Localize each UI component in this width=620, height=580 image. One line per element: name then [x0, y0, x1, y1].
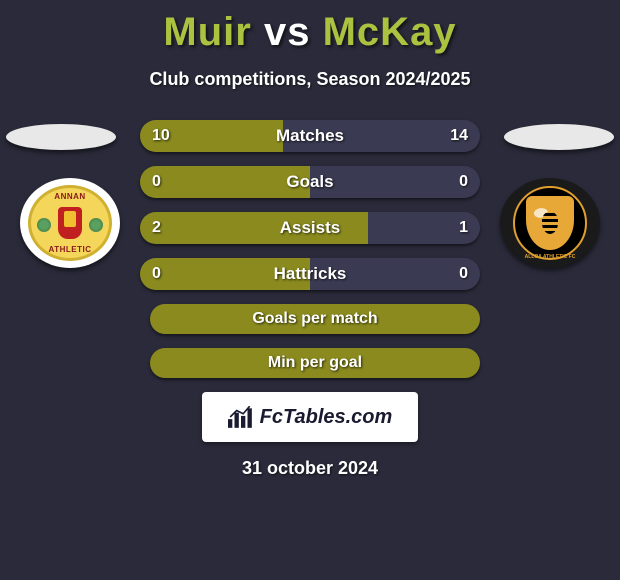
stat-row-matches: 10 Matches 14: [140, 120, 480, 152]
crest-text-bottom: ATHLETIC: [49, 245, 92, 254]
stat-value-left: 2: [152, 219, 161, 237]
date-text: 31 october 2024: [140, 458, 480, 479]
crest-text: ALLOA ATHLETIC FC: [515, 254, 585, 260]
oval-right: [504, 124, 614, 150]
stat-label: Assists: [280, 218, 340, 238]
attribution-text: FcTables.com: [260, 406, 393, 429]
stat-value-right: 0: [459, 265, 468, 283]
shield-icon: [58, 207, 82, 239]
vs-text: vs: [264, 10, 311, 54]
stat-fill-left: [140, 166, 310, 198]
stat-row-goals: 0 Goals 0: [140, 166, 480, 198]
club-crest-annan: ANNAN ATHLETIC: [20, 178, 120, 268]
stat-label: Matches: [276, 126, 344, 146]
stat-bar-goals-per-match: Goals per match: [150, 304, 480, 334]
stat-value-left: 0: [152, 265, 161, 283]
stat-value-right: 14: [450, 127, 468, 145]
thistle-icon: [89, 218, 103, 232]
stat-value-right: 0: [459, 173, 468, 191]
stat-value-left: 0: [152, 173, 161, 191]
stat-label: Min per goal: [268, 354, 362, 372]
stat-value-right: 1: [459, 219, 468, 237]
attribution-badge: FcTables.com: [202, 392, 418, 442]
stat-label: Hattricks: [274, 264, 347, 284]
stat-row-hattricks: 0 Hattricks 0: [140, 258, 480, 290]
stat-label: Goals per match: [252, 310, 377, 328]
player1-name: Muir: [163, 10, 251, 54]
crest-text-top: ANNAN: [54, 192, 85, 201]
shield-icon: [526, 196, 574, 250]
stat-value-left: 10: [152, 127, 170, 145]
oval-left: [6, 124, 116, 150]
stat-bar-min-per-goal: Min per goal: [150, 348, 480, 378]
page-title: Muir vs McKay: [0, 0, 620, 55]
subtitle: Club competitions, Season 2024/2025: [0, 69, 620, 90]
wasp-icon: [536, 206, 564, 236]
stat-row-assists: 2 Assists 1: [140, 212, 480, 244]
club-crest-alloa: ALLOA ATHLETIC FC: [500, 178, 600, 268]
stats-container: 10 Matches 14 0 Goals 0 2 Assists 1 0 Ha…: [140, 120, 480, 479]
player2-name: McKay: [323, 10, 457, 54]
stat-fill-right: [310, 166, 480, 198]
bar-chart-icon: [228, 406, 254, 428]
stat-label: Goals: [286, 172, 333, 192]
thistle-icon: [37, 218, 51, 232]
